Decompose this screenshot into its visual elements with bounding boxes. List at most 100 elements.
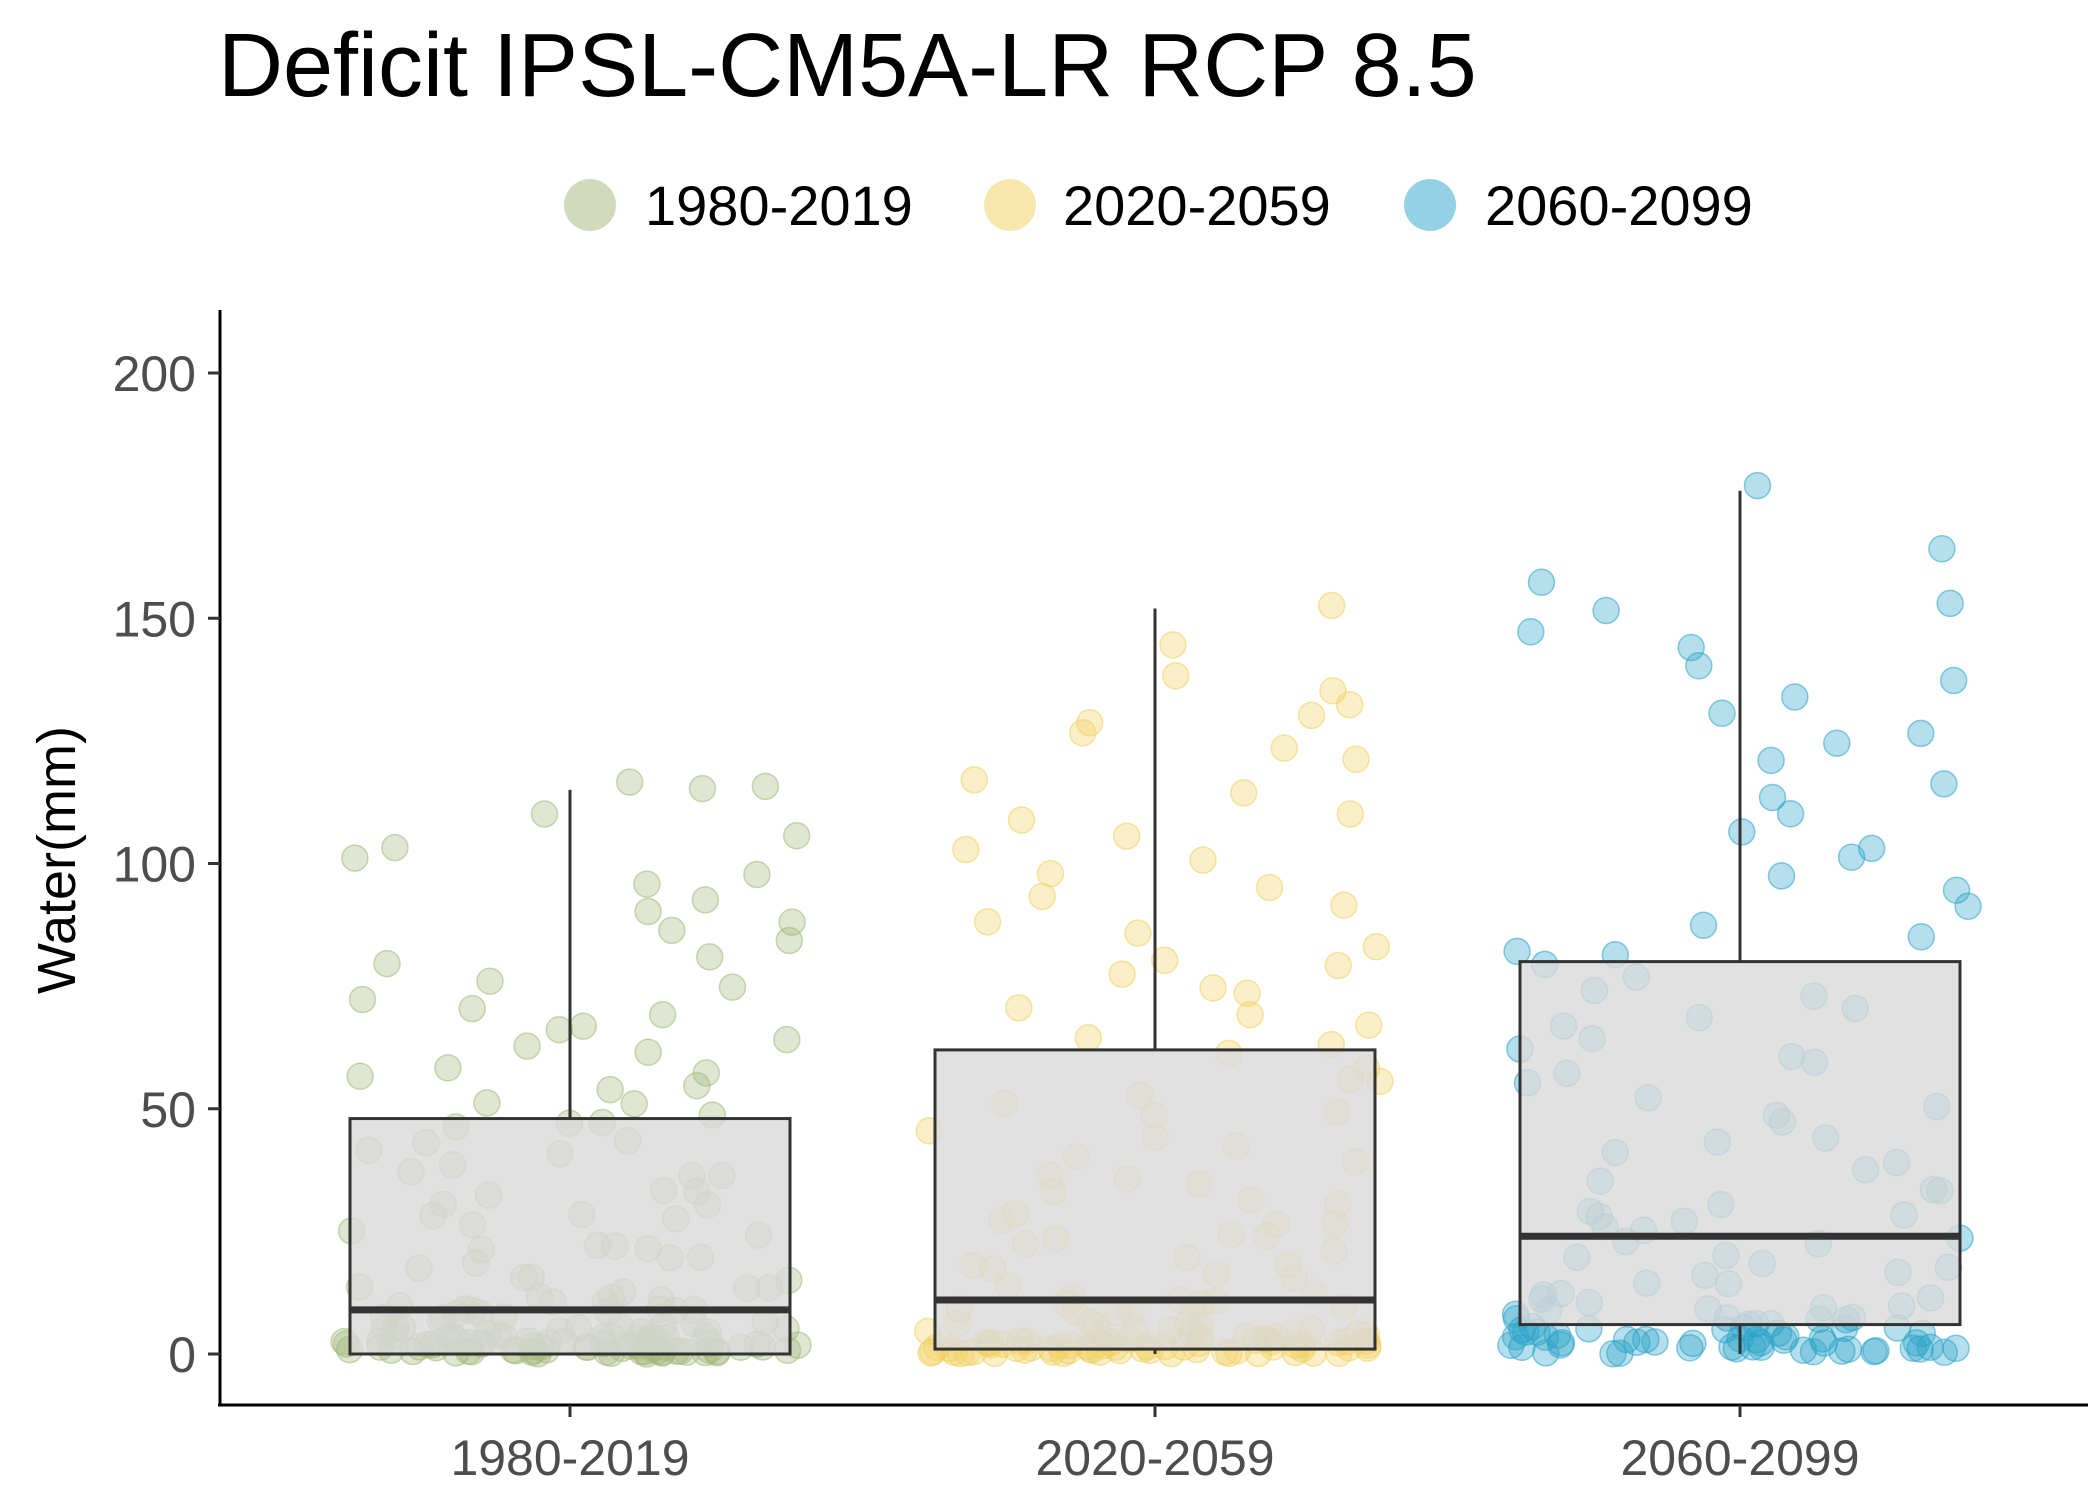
data-point bbox=[434, 1054, 462, 1082]
data-point bbox=[1689, 911, 1718, 940]
data-point bbox=[751, 772, 780, 801]
data-point bbox=[1108, 960, 1136, 988]
data-point bbox=[1936, 589, 1964, 618]
data-point bbox=[1503, 937, 1531, 966]
data-point bbox=[373, 949, 401, 978]
data-point bbox=[648, 1000, 677, 1029]
data-point bbox=[782, 821, 811, 850]
data-point bbox=[658, 916, 686, 945]
data-point bbox=[1189, 846, 1217, 874]
data-point bbox=[1928, 535, 1956, 563]
box-iqr bbox=[933, 1048, 1377, 1351]
data-point bbox=[1362, 932, 1391, 961]
data-point bbox=[960, 766, 989, 794]
legend-item: 1980-2019 bbox=[564, 174, 913, 237]
data-point bbox=[1823, 729, 1851, 757]
data-point bbox=[348, 985, 377, 1014]
data-point bbox=[1942, 1334, 1970, 1363]
data-point bbox=[778, 908, 806, 936]
data-point bbox=[1757, 746, 1785, 775]
data-point bbox=[1837, 843, 1866, 871]
data-point bbox=[1939, 666, 1968, 695]
y-tick-label: 150 bbox=[113, 591, 196, 647]
data-point bbox=[1028, 882, 1056, 911]
data-point bbox=[1324, 951, 1353, 980]
data-point bbox=[1342, 745, 1370, 774]
data-point bbox=[1229, 779, 1258, 807]
data-point bbox=[620, 1090, 648, 1118]
data-point bbox=[513, 1032, 541, 1060]
data-point bbox=[1233, 979, 1261, 1007]
data-point bbox=[381, 833, 409, 862]
data-point bbox=[1236, 1000, 1264, 1029]
y-tick-label: 50 bbox=[140, 1082, 196, 1138]
data-point bbox=[1036, 859, 1065, 888]
data-point bbox=[1599, 1340, 1627, 1368]
legend-marker bbox=[564, 179, 616, 231]
data-point bbox=[1942, 876, 1971, 904]
data-point bbox=[1632, 1325, 1660, 1354]
legend-item: 2060-2099 bbox=[1404, 174, 1753, 237]
data-point bbox=[1862, 1336, 1890, 1365]
data-point bbox=[1330, 891, 1358, 919]
legend-item: 2020-2059 bbox=[984, 174, 1331, 237]
data-point bbox=[341, 844, 369, 872]
data-point bbox=[1161, 662, 1190, 690]
data-point bbox=[718, 973, 747, 1001]
data-point bbox=[1255, 873, 1284, 902]
legend-label: 2020-2059 bbox=[1063, 174, 1331, 237]
box-2020-2059 bbox=[933, 608, 1377, 1354]
y-tick-label: 100 bbox=[113, 837, 196, 893]
x-tick-label: 2020-2059 bbox=[1035, 1430, 1274, 1486]
data-point bbox=[596, 1075, 624, 1104]
legend-marker bbox=[984, 179, 1036, 231]
data-point bbox=[1767, 862, 1796, 890]
data-point bbox=[1677, 633, 1705, 662]
data-point bbox=[1954, 892, 1982, 921]
data-point bbox=[1758, 783, 1787, 812]
data-point bbox=[1317, 591, 1346, 620]
data-point bbox=[1075, 709, 1104, 737]
data-point bbox=[569, 1012, 597, 1040]
data-point bbox=[346, 1062, 374, 1091]
chart-title: Deficit IPSL-CM5A-LR RCP 8.5 bbox=[218, 16, 1477, 116]
data-point bbox=[1270, 734, 1298, 762]
x-tick-label: 2060-2099 bbox=[1620, 1430, 1859, 1486]
data-point bbox=[1124, 919, 1152, 947]
data-point bbox=[545, 1015, 574, 1044]
data-point bbox=[476, 967, 504, 995]
data-point bbox=[1708, 699, 1736, 728]
data-point bbox=[1159, 631, 1187, 659]
data-point bbox=[1007, 806, 1036, 834]
data-point bbox=[1592, 596, 1620, 625]
data-point bbox=[1899, 1334, 1927, 1362]
box-iqr bbox=[1518, 960, 1962, 1327]
data-point bbox=[1297, 701, 1326, 730]
data-point bbox=[1685, 652, 1713, 680]
data-point bbox=[473, 1089, 501, 1117]
data-point bbox=[773, 1025, 801, 1054]
data-point bbox=[1776, 800, 1805, 828]
data-point bbox=[1517, 618, 1545, 646]
x-axis-ticks: 1980-2019 2020-2059 2060-2099 bbox=[450, 1405, 1860, 1486]
data-point bbox=[1355, 1011, 1383, 1039]
data-point bbox=[688, 774, 717, 803]
x-tick-label: 1980-2019 bbox=[450, 1430, 689, 1486]
data-point bbox=[1199, 974, 1227, 1002]
data-point bbox=[695, 943, 724, 971]
data-point bbox=[743, 860, 771, 889]
data-point bbox=[1005, 994, 1033, 1022]
data-point bbox=[530, 800, 559, 828]
data-point bbox=[691, 886, 720, 914]
data-point bbox=[1907, 923, 1936, 951]
data-point bbox=[1074, 1024, 1103, 1052]
data-point bbox=[458, 994, 486, 1023]
data-point bbox=[615, 768, 644, 796]
y-tick-label: 0 bbox=[168, 1327, 196, 1383]
data-point bbox=[1930, 770, 1958, 798]
data-point bbox=[634, 897, 662, 926]
data-point bbox=[1527, 568, 1556, 597]
data-point bbox=[1857, 834, 1886, 863]
y-tick-label: 200 bbox=[113, 346, 196, 402]
